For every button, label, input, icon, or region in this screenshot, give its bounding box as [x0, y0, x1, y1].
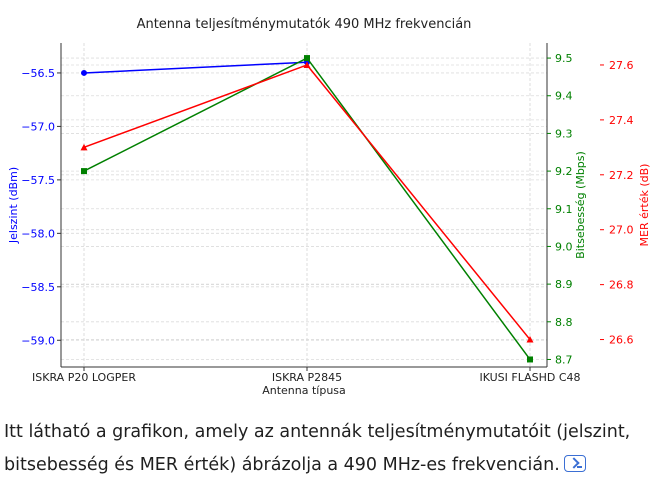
chart-title: Antenna teljesítménymutatók 490 MHz frek…	[137, 17, 472, 32]
x-tick-label: IKUSI FLASHD C48	[479, 371, 580, 384]
caption-text: Itt látható a grafikon, amely az antenná…	[4, 422, 631, 475]
y-tick-label-right: 9.3	[555, 127, 573, 140]
y-tick-label-outer: 27.0	[609, 224, 634, 237]
y-tick-label-right: 9.1	[555, 203, 573, 216]
y-tick-label-right: 8.7	[555, 353, 573, 366]
y-tick-label-right: 9.0	[555, 240, 573, 253]
data-point-2	[303, 61, 311, 68]
y-tick-label-outer: 26.8	[609, 279, 634, 292]
y-tick-label-left: −57.0	[21, 120, 55, 133]
y-tick-label-left: −59.0	[21, 334, 55, 347]
y-tick-label-outer: 27.2	[609, 169, 634, 182]
x-tick-label: ISKRA P2845	[272, 371, 342, 384]
y-axis-label-outer: MER érték (dB)	[638, 164, 651, 247]
y-axis-label-left: Jelszint (dBm)	[7, 167, 20, 244]
performance-chart: Antenna teljesítménymutatók 490 MHz frek…	[7, 17, 651, 397]
source-link-icon[interactable]	[563, 454, 586, 472]
y-tick-label-outer: 27.6	[609, 59, 634, 72]
y-tick-label-left: −57.5	[21, 174, 55, 187]
data-point-1	[81, 168, 87, 175]
data-point-2	[80, 143, 88, 151]
y-tick-label-right: 8.9	[555, 278, 573, 291]
y-tick-label-outer: 27.4	[609, 114, 634, 127]
data-point-1	[527, 356, 533, 363]
data-point-1	[304, 55, 310, 62]
y-tick-label-right: 9.5	[555, 52, 573, 65]
x-axis-label: Antenna típusa	[262, 384, 346, 397]
data-point-0	[81, 69, 87, 76]
chart-caption: Itt látható a grafikon, amely az antenná…	[4, 416, 652, 482]
y-tick-label-left: −58.0	[21, 227, 55, 240]
y-tick-label-right: 8.8	[555, 316, 573, 329]
y-tick-label-left: −56.5	[21, 67, 55, 80]
series-line-0	[83, 61, 308, 74]
y-tick-label-right: 9.2	[555, 165, 573, 178]
x-tick-label: ISKRA P20 LOGPER	[32, 371, 136, 384]
y-tick-label-left: −58.5	[21, 281, 55, 294]
y-tick-label-outer: 26.6	[609, 334, 634, 347]
y-axis-label-right: Bitsebesség (Mbps)	[574, 151, 587, 259]
data-point-2	[526, 336, 534, 343]
y-tick-label-right: 9.4	[555, 90, 573, 103]
